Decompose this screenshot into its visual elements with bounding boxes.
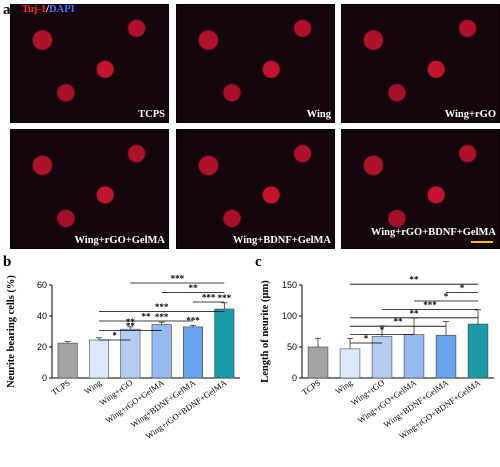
y-axis-label: Length of neurite (μm)	[260, 280, 271, 383]
micrograph-label: Wing+rGO	[444, 109, 496, 120]
bar-significance: **	[126, 317, 136, 327]
micrograph-label: Wing+BDNF+GelMA	[232, 235, 331, 246]
y-axis-label: Neurite bearing cells (%)	[6, 275, 17, 388]
bar	[435, 334, 457, 379]
micrograph-label: Wing	[306, 109, 331, 120]
significance-label: **	[189, 283, 199, 293]
micrograph-3: Wing+rGO	[341, 4, 500, 123]
stain-separator: /	[46, 4, 50, 15]
significance-label: **	[410, 308, 420, 318]
micrograph-4: Wing+rGO+GelMA	[10, 129, 169, 249]
y-tick-label: 50	[287, 342, 297, 352]
significance-label: *	[112, 331, 117, 341]
significance-label: **	[126, 321, 136, 331]
bar	[307, 346, 329, 379]
bar-significance: ***	[155, 312, 169, 322]
bar-significance: ***	[186, 315, 200, 325]
x-category-label: Wing	[333, 377, 355, 396]
significance-label: ***	[171, 274, 185, 284]
bar	[403, 334, 425, 379]
micrograph-label: Wing+rGO+BDNF+GelMA	[370, 227, 496, 238]
micrograph-1: TCPS	[10, 4, 169, 123]
significance-label: *	[380, 325, 385, 335]
significance-label: **	[142, 312, 152, 322]
y-tick-label: 100	[282, 311, 297, 321]
stain-blue-label: DAPI	[49, 4, 75, 15]
stain-legend: Tuj-1/DAPI	[22, 4, 75, 15]
stain-red-label: Tuj-1	[22, 4, 47, 15]
panel-c-letter: c	[255, 254, 262, 270]
y-tick-label: 150	[282, 280, 297, 290]
micrograph-6: Wing+rGO+BDNF+GelMA	[341, 129, 500, 249]
y-tick-label: 40	[37, 311, 47, 321]
bar	[467, 323, 489, 379]
significance-label: **	[410, 275, 420, 285]
significance-label: *	[444, 292, 449, 302]
micrograph-5: Wing+BDNF+GelMA	[176, 129, 335, 249]
y-tick-label: 20	[37, 342, 47, 352]
significance-label: ***	[423, 300, 437, 310]
scale-bar	[471, 241, 493, 243]
significance-label: *	[460, 283, 465, 293]
micrograph-label: Wing+rGO+GelMA	[74, 235, 165, 246]
bar	[339, 348, 361, 379]
x-category-label: TCPS	[300, 377, 323, 397]
micrograph-2: Wing	[176, 4, 335, 123]
significance-label: ***	[202, 293, 216, 303]
panel-b-letter: b	[3, 254, 12, 270]
y-tick-label: 0	[42, 373, 47, 383]
significance-label: ***	[155, 302, 169, 312]
bar-significance: ***	[218, 293, 232, 303]
micrograph-label: TCPS	[138, 109, 165, 120]
significance-label: *	[364, 334, 369, 344]
y-tick-label: 60	[37, 280, 47, 290]
y-tick-label: 0	[292, 373, 297, 383]
significance-label: **	[394, 317, 404, 327]
panel-a-letter: a	[3, 2, 11, 18]
